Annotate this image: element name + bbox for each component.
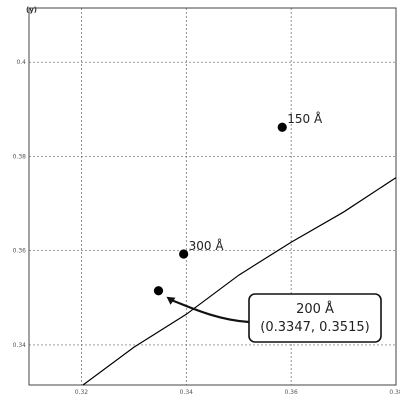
- x-tick-label: 0.32: [75, 389, 89, 396]
- x-tick-label: 0.38: [389, 389, 400, 396]
- point-label: 150 Å: [287, 111, 323, 126]
- callout-arrowhead: [166, 296, 176, 305]
- y-tick-label: 0.38: [13, 153, 27, 160]
- x-tick-label: 0.36: [284, 389, 298, 396]
- data-point: [277, 122, 287, 132]
- tick-labels: 0.32 0.34 0.36 0.38 0.34 0.36 0.38 0.4: [13, 59, 400, 396]
- callout-line1: 200 Å: [296, 301, 334, 317]
- data-point: [179, 249, 189, 259]
- callout-box: 200 Å (0.3347, 0.3515): [248, 293, 382, 343]
- data-points: 150 Å 300 Å: [153, 111, 323, 296]
- plot-frame: [28, 7, 397, 386]
- callout-arrow: [170, 298, 250, 324]
- y-tick-label: 0.4: [16, 59, 26, 66]
- callout-border: [248, 293, 382, 343]
- locus-curve: [82, 177, 397, 386]
- x-tick-label: 0.34: [180, 389, 194, 396]
- y-tick-label: 0.36: [13, 248, 27, 255]
- data-point: [153, 286, 164, 296]
- point-label: 300 Å: [189, 238, 225, 253]
- y-tick-label: 0.34: [13, 342, 27, 349]
- y-axis-label: (y): [26, 6, 37, 14]
- callout-line2: (0.3347, 0.3515): [260, 320, 369, 335]
